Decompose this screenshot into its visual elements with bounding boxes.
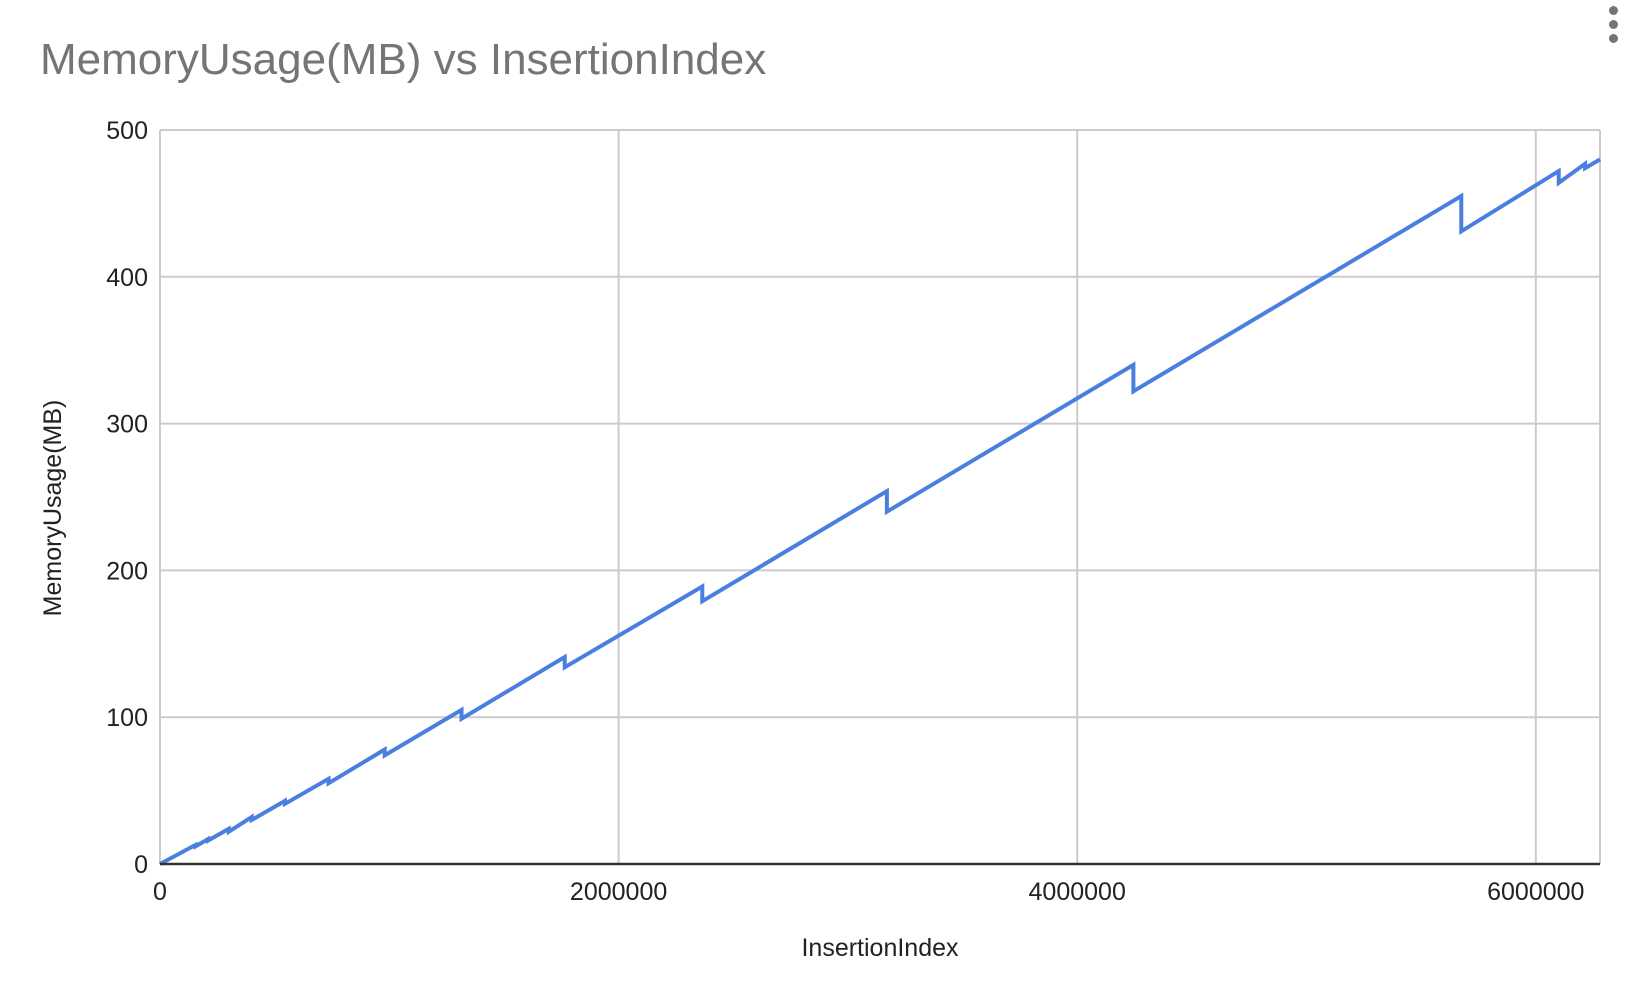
y-tick-label: 200 bbox=[106, 557, 148, 585]
x-tick-label: 6000000 bbox=[1487, 878, 1584, 906]
series-line bbox=[159, 157, 1602, 866]
y-tick-label: 300 bbox=[106, 411, 148, 439]
y-tick-label: 100 bbox=[106, 704, 148, 732]
x-tick-label: 0 bbox=[153, 878, 167, 906]
more-vert-icon bbox=[1600, 2, 1628, 46]
y-tick-label: 500 bbox=[106, 117, 148, 145]
y-axis-title: MemoryUsage(MB) bbox=[39, 400, 67, 617]
chart-menu-button[interactable] bbox=[1600, 2, 1628, 46]
y-tick-label: 0 bbox=[134, 851, 148, 879]
y-tick-label: 400 bbox=[106, 264, 148, 292]
chart-title: MemoryUsage(MB) vs InsertionIndex bbox=[40, 35, 766, 84]
series-layer bbox=[159, 157, 1602, 866]
x-axis-title: InsertionIndex bbox=[801, 934, 959, 962]
axes: 0 100 200 300 400 500 0 2000000 4000000 6000000 bbox=[106, 117, 1600, 906]
x-tick-label: 2000000 bbox=[570, 878, 667, 906]
grid-lines bbox=[159, 129, 1601, 864]
x-tick-label: 4000000 bbox=[1029, 878, 1126, 906]
